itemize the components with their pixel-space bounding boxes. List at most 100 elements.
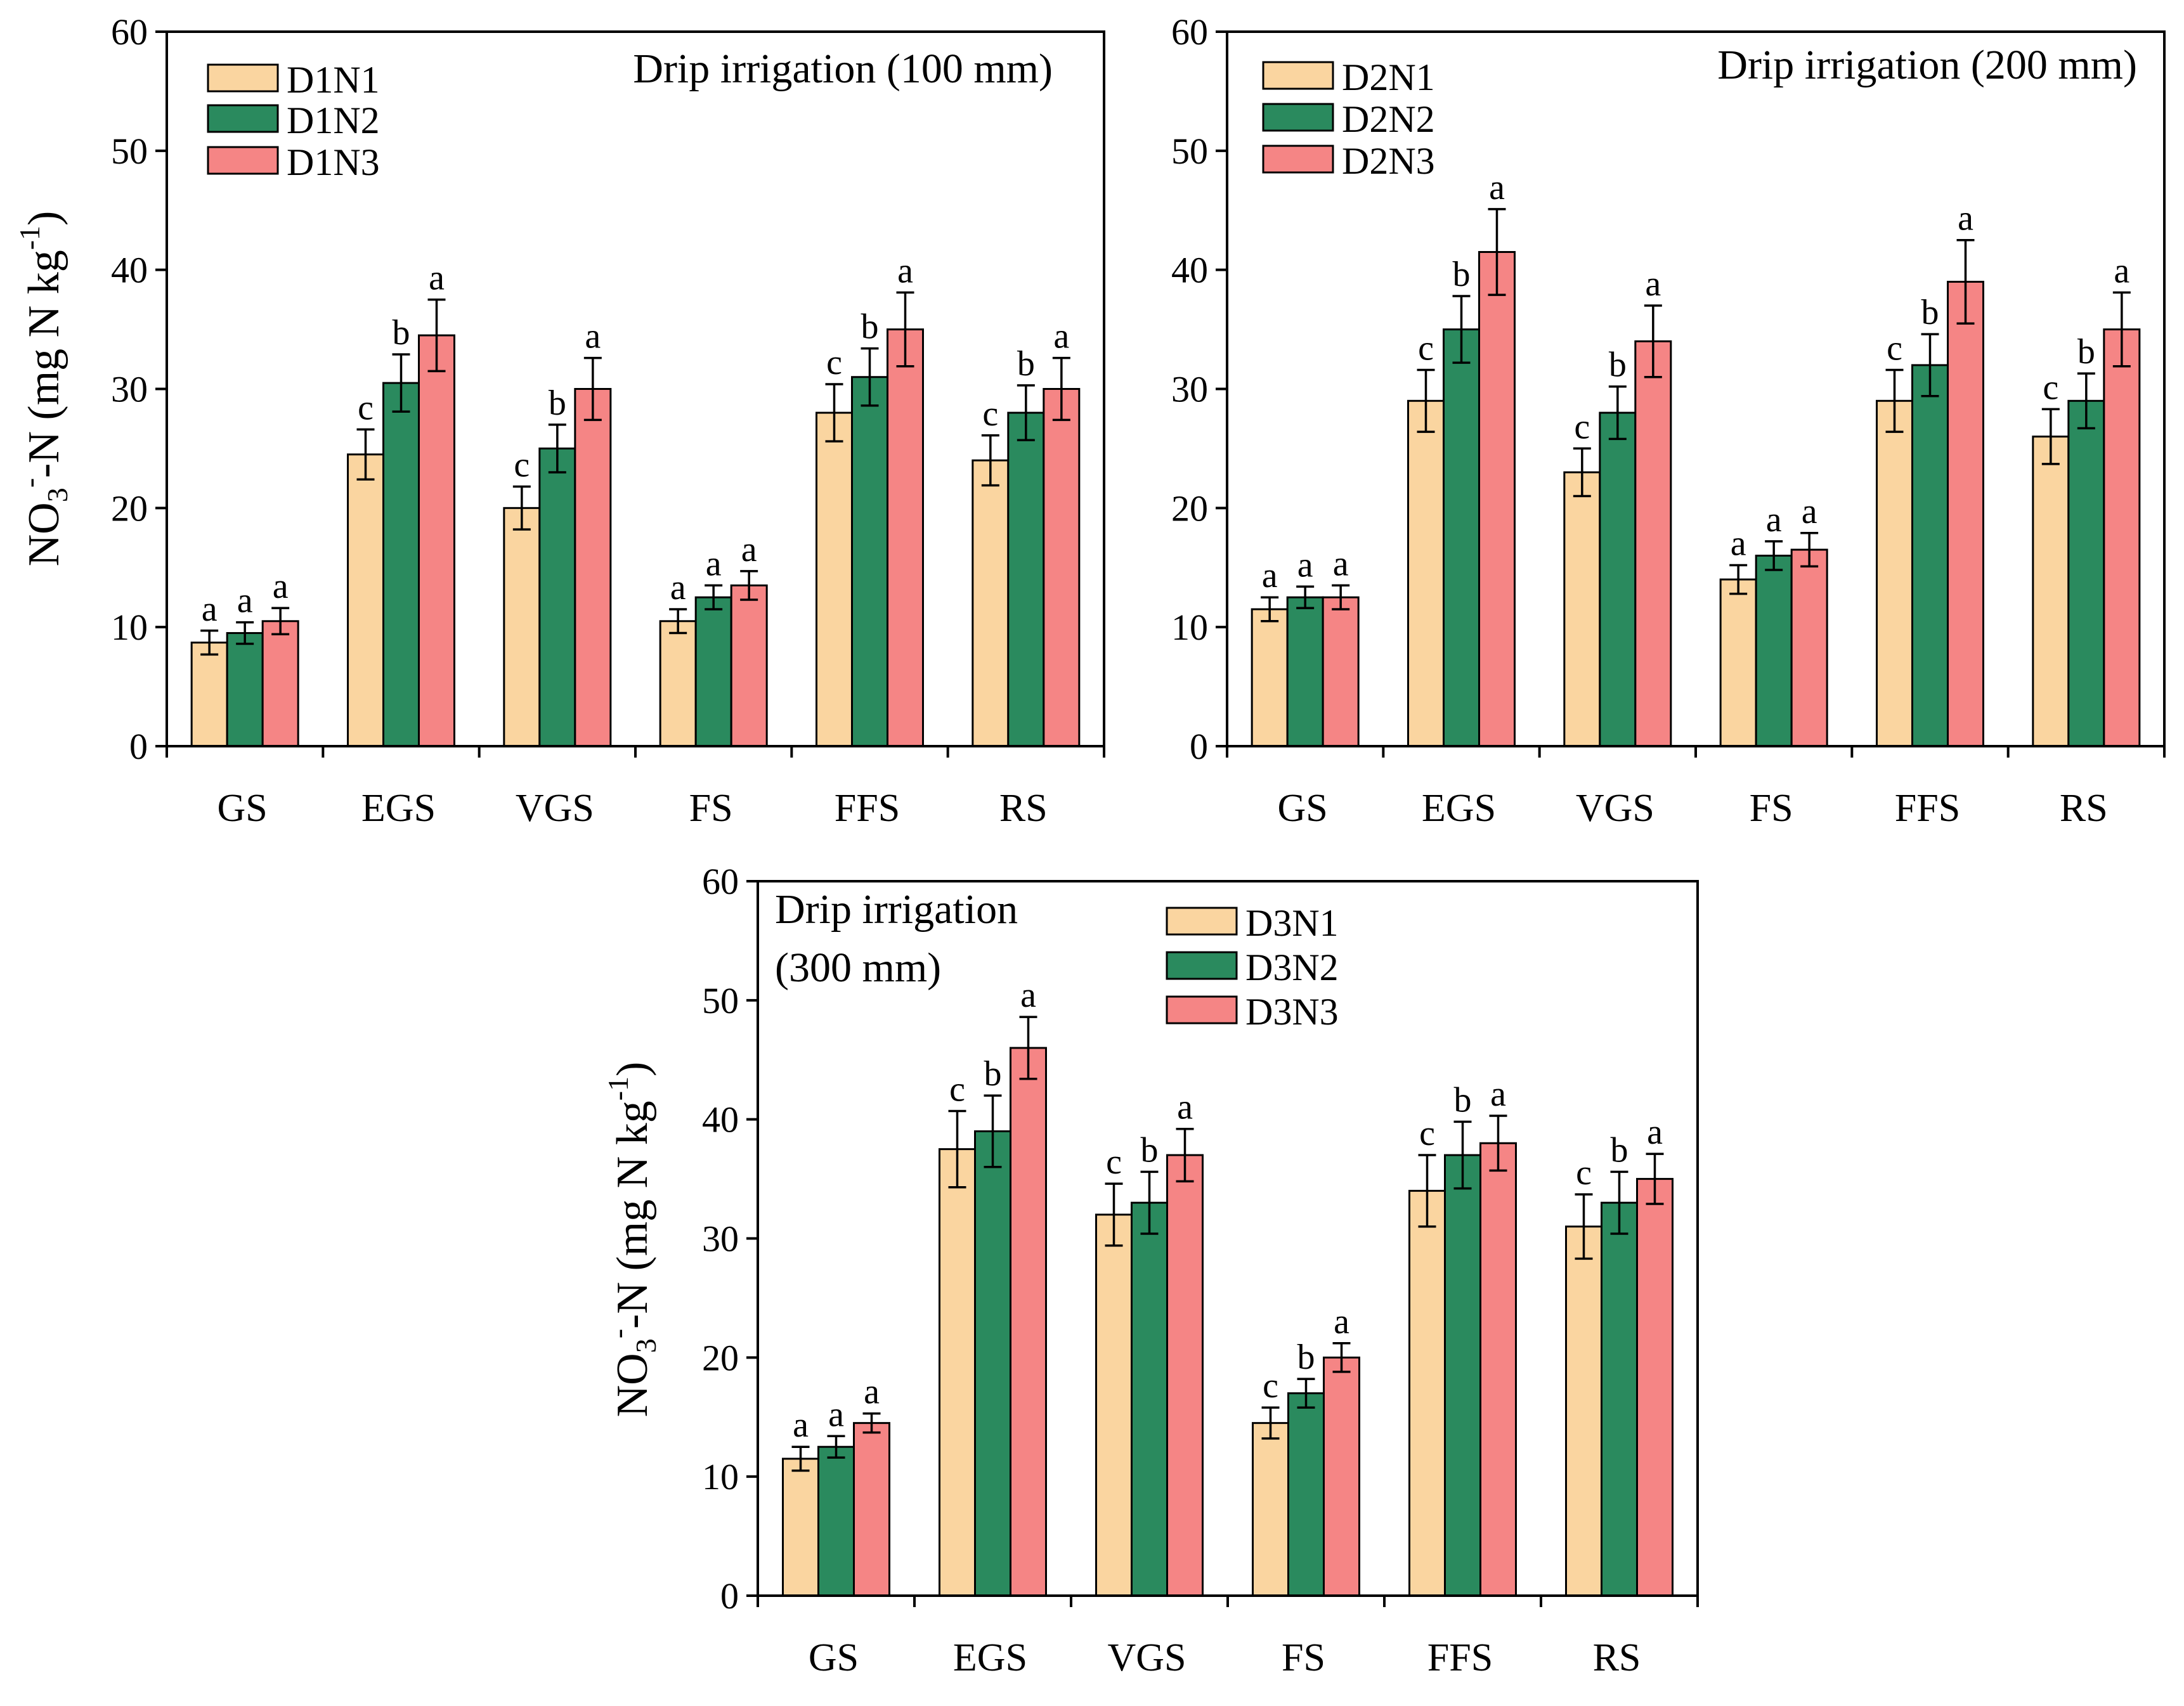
significance-letter: a [273,567,289,606]
bar-d2n1-fs [1719,578,1757,747]
significance-letter: b [1017,344,1035,384]
x-tick-label: EGS [1422,787,1496,830]
chart-title: Drip irrigation (100 mm) [633,46,1053,92]
bar-d3n1-fs [1252,1422,1289,1597]
bar-d3n1-ffs [1408,1189,1446,1597]
chart-title-line-1: Drip irrigation [775,886,1018,933]
significance-letter: a [1647,1113,1663,1152]
legend-label-d2n2: D2N2 [1342,98,1435,140]
legend-swatch-d2n3 [1262,145,1334,174]
legend: D3N1 D3N2 D3N3 [1166,902,1339,1033]
y-tick-label: 0 [1190,726,1208,767]
significance-letter: c [1576,1153,1592,1192]
x-tick-label: EGS [953,1636,1027,1679]
significance-letter: a [793,1406,809,1445]
bar-d1n2-ffs [851,376,888,747]
legend-label-d1n2: D1N2 [287,100,380,141]
y-tick-label: 50 [1171,131,1208,172]
y-tick-label: 40 [702,1099,739,1141]
y-tick-label: 0 [129,726,148,767]
bar-d3n3-rs [1636,1178,1674,1597]
bar-d1n3-gs [261,620,299,747]
significance-letter: b [1921,293,1939,332]
y-tick-label: 10 [702,1456,739,1497]
significance-letter: b [393,313,410,352]
chart-title-line-2: (300 mm) [775,945,941,991]
bar-d2n3-fs [1790,548,1828,747]
significance-letter: c [982,394,998,434]
legend-swatch-d3n3 [1166,995,1238,1024]
y-tick-label: 30 [1171,369,1208,410]
bar-d2n1-egs [1407,399,1445,747]
y-tick-label: 30 [111,369,148,410]
x-axis: GS EGS VGS FS FFS RS [166,746,1105,830]
bar-d3n2-gs [817,1445,855,1597]
bar-d1n2-rs [1007,411,1045,747]
significance-letter: a [429,259,445,298]
legend-label-d3n2: D3N2 [1245,947,1339,988]
significance-letter: a [202,590,218,629]
y-axis: 0 10 20 30 40 50 60 [111,11,167,767]
bar-d1n3-ffs [887,328,924,747]
x-tick-label: RS [999,787,1048,830]
y-tick-label: 20 [1171,488,1208,529]
bar-d1n3-fs [730,584,768,747]
bar-d2n3-gs [1322,596,1360,747]
y-tick-label: 30 [702,1218,739,1260]
significance-letter: c [1419,1114,1435,1153]
significance-letter: c [949,1070,965,1109]
legend-label-d3n1: D3N1 [1245,902,1339,944]
x-tick-label: EGS [361,787,436,830]
bar-d2n2-fs [1755,554,1793,747]
bar-d1n3-rs [1043,388,1081,747]
bar-d1n1-rs [972,459,1010,747]
significance-letter: a [897,251,913,290]
legend-swatch-d2n2 [1262,103,1334,132]
significance-letter: c [514,446,530,485]
significance-letter: a [1177,1088,1193,1127]
significance-letter: b [1453,255,1471,294]
significance-letter: a [741,530,757,569]
significance-letter: a [1020,976,1036,1015]
bar-d3n1-gs [782,1457,819,1597]
bar-d2n1-vgs [1563,471,1601,747]
y-axis: 0 10 20 30 40 50 60 [1171,11,1227,767]
significance-letter: a [1766,500,1782,540]
bar-d1n1-ffs [816,411,853,747]
bar-d3n2-rs [1601,1201,1638,1597]
bar-d2n1-gs [1251,608,1289,747]
y-tick-label: 60 [111,11,148,53]
significance-letter: a [1489,168,1505,207]
legend-label-d2n3: D2N3 [1342,140,1435,182]
significance-letter: a [1333,544,1349,583]
significance-letter: a [2114,251,2129,290]
significance-letter: b [1454,1080,1472,1120]
x-tick-label: FS [1282,1636,1325,1679]
bar-d1n3-vgs [574,388,612,747]
y-tick-label: 50 [111,131,148,172]
bar-d2n1-rs [2032,436,2070,747]
bar-d1n2-gs [226,632,264,747]
significance-letter: a [1053,317,1069,356]
significance-letter: c [1574,407,1590,446]
y-tick-label: 60 [1171,11,1208,53]
y-tick-label: 60 [702,861,739,902]
legend-label-d1n1: D1N1 [287,59,380,101]
bar-d2n2-vgs [1599,411,1637,747]
significance-letter: a [1262,556,1278,595]
significance-letter: b [984,1054,1002,1094]
x-axis: GS EGS VGS FS FFS RS [757,1596,1699,1679]
bar-d3n3-vgs [1166,1154,1204,1597]
x-tick-label: FS [1750,787,1793,830]
bar-d3n3-gs [853,1422,890,1597]
bar-d2n3-rs [2103,328,2141,747]
x-tick-label: FFS [1427,1636,1493,1679]
y-tick-label: 20 [111,488,148,529]
significance-letter: a [1802,492,1817,531]
significance-letter: a [1297,545,1313,585]
